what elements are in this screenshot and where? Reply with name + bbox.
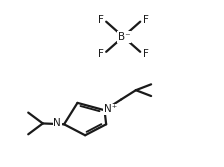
Text: F: F <box>143 15 149 25</box>
Text: B⁻: B⁻ <box>118 32 131 42</box>
Text: N: N <box>54 118 61 128</box>
Text: F: F <box>143 49 149 59</box>
Text: F: F <box>98 49 103 59</box>
Text: F: F <box>98 15 103 25</box>
Text: N⁺: N⁺ <box>104 104 117 114</box>
